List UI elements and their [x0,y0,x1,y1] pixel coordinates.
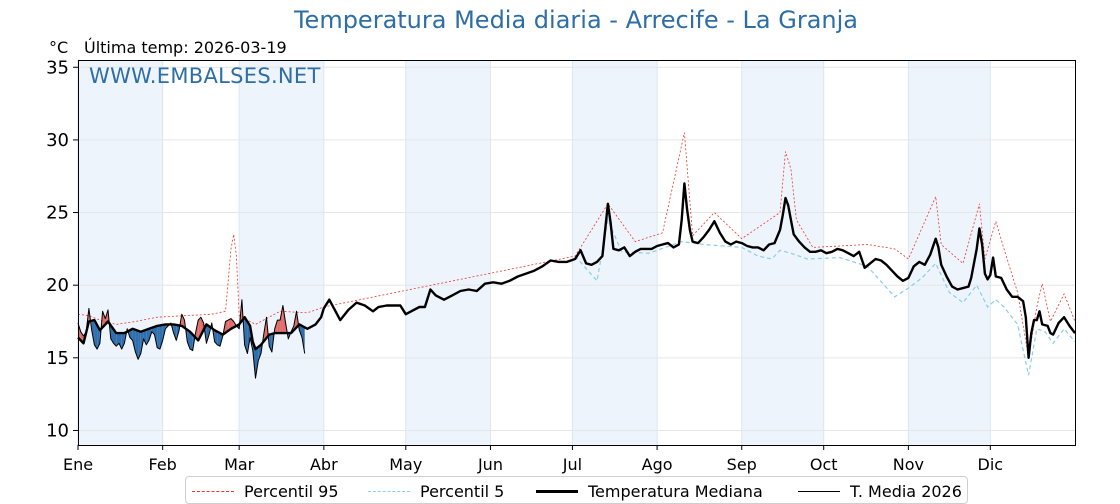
x-tick-label-sep: Sep [727,455,757,474]
anomaly-fill-above [277,320,280,333]
shade-band-may [406,60,491,445]
x-tick-label-abr: Abr [310,455,338,474]
y-tick-label-15: 15 [46,348,69,369]
y-tick-label-30: 30 [46,130,69,151]
x-tick-label-mar: Mar [224,455,255,474]
legend-swatch-p95 [192,491,234,492]
x-tick-label-jun: Jun [477,455,503,474]
y-tick-label-20: 20 [46,275,69,296]
x-tick-label-jul: Jul [562,455,582,474]
legend-label-p5: Percentil 5 [420,482,504,501]
month-shading-layer [78,60,990,445]
legend-swatch-median [536,490,578,493]
x-tick-label-ene: Ene [63,455,93,474]
watermark-text: WWW.EMBALSES.NET [89,64,321,88]
legend-label-p95: Percentil 95 [244,482,339,501]
x-tick-label-nov: Nov [893,455,924,474]
y-tick-label-35: 35 [46,57,69,78]
shade-band-jul [572,60,657,445]
legend-swatch-current [798,491,840,492]
legend-swatch-p5 [368,491,410,492]
y-tick-label-10: 10 [46,420,69,441]
x-tick-label-ago: Ago [642,455,673,474]
x-tick-label-feb: Feb [149,455,177,474]
legend-label-current: T. Media 2026 [850,482,962,501]
shade-band-ene [78,60,163,445]
shade-band-nov [908,60,990,445]
anomaly-fill-below [157,325,160,349]
x-tick-label-may: May [389,455,422,474]
shade-band-mar [239,60,324,445]
x-tick-label-oct: Oct [810,455,838,474]
legend-label-median: Temperatura Mediana [588,482,763,501]
y-tick-label-25: 25 [46,203,69,224]
axes-layer: 10 15 20 25 30 35 Ene Feb Mar Abr May Jun Jul Ago Sep O… [46,57,1003,474]
x-tick-label-dic: Dic [978,455,1004,474]
